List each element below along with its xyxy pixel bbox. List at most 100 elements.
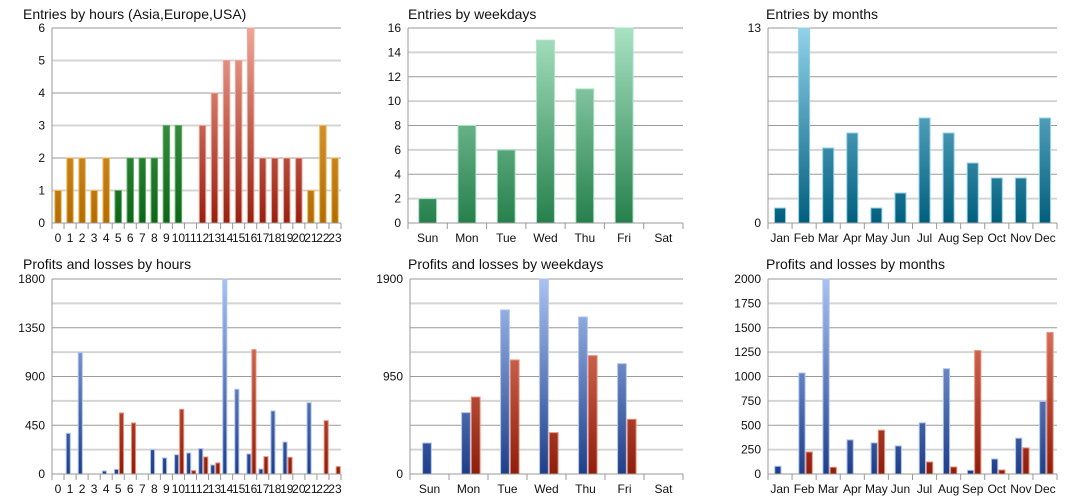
x-tick-label: 5 [115, 231, 122, 245]
loss-bar-Aug [950, 466, 958, 475]
bar-20 [295, 157, 303, 224]
y-tick-label: 6 [38, 21, 45, 35]
y-tick-label: 1500 [734, 321, 761, 335]
x-tick-label: 20 [292, 231, 306, 245]
x-tick-label: Jan [770, 231, 789, 245]
y-tick-label: 13 [748, 21, 762, 35]
x-tick-label: 11 [184, 482, 197, 496]
bar-21 [307, 190, 315, 224]
y-tick-label: 0 [38, 216, 45, 230]
x-tick-label: Sep [962, 482, 984, 496]
x-tick-label: 13 [208, 482, 222, 496]
loss-bar-May [877, 429, 886, 475]
bar-10 [174, 125, 183, 224]
y-tick-label: 2 [38, 151, 45, 165]
chart-title-entries-weekdays: Entries by weekdays [408, 6, 537, 22]
x-tick-label: 6 [127, 482, 134, 496]
profit-bar-Feb [798, 372, 806, 475]
bar-Mar [822, 147, 835, 224]
x-tick-label: Nov [1010, 231, 1031, 245]
x-tick-label: 9 [163, 482, 170, 496]
loss-bar-16 [251, 349, 257, 475]
bar-1 [66, 157, 74, 224]
y-tick-label: 1800 [18, 272, 45, 286]
x-tick-label: 12 [196, 231, 210, 245]
y-tick-label: 10 [388, 94, 402, 108]
y-tick-label: 1000 [734, 370, 761, 384]
x-tick-label: Fri [618, 482, 632, 496]
bar-9 [162, 125, 171, 224]
x-tick-label: Jun [891, 231, 910, 245]
x-tick-label: 2 [79, 482, 86, 496]
profit-bar-May [870, 442, 878, 475]
profit-bar-Fri [617, 363, 627, 475]
y-tick-label: 750 [741, 394, 761, 408]
bar-22 [319, 125, 327, 224]
bar-6 [126, 157, 135, 224]
profit-bar-12 [198, 448, 204, 475]
loss-bar-11 [191, 470, 197, 475]
chart-2: 0 13 Jan Feb Mar Apr May Jun Jul Aug Sep Oct Nov Dec [748, 21, 1058, 245]
bar-17 [258, 157, 267, 224]
chart-title-entries-hours: Entries by hours (Asia,Europe,USA) [23, 6, 247, 22]
y-tick-label: 500 [741, 418, 761, 432]
x-tick-label: 10 [172, 482, 186, 496]
profit-bar-Oct [991, 458, 999, 475]
y-tick-label: 0 [754, 216, 761, 230]
y-tick-label: 250 [741, 443, 761, 457]
x-tick-label: 9 [163, 231, 170, 245]
chart-title-profits-weekdays: Profits and losses by weekdays [408, 256, 604, 272]
x-tick-label: 0 [55, 482, 62, 496]
loss-bar-22 [323, 420, 329, 475]
bar-19 [283, 157, 291, 224]
profit-bar-16 [246, 453, 252, 475]
y-tick-label: 6 [394, 143, 401, 157]
x-tick-label: Sat [654, 231, 673, 245]
loss-bar-Nov [1022, 447, 1030, 475]
loss-bar-17 [263, 456, 269, 475]
y-tick-label: 8 [394, 119, 401, 133]
x-tick-label: 7 [139, 482, 146, 496]
loss-bar-19 [287, 456, 293, 475]
x-tick-label: 2 [79, 231, 86, 245]
bar-Thu [575, 88, 595, 224]
x-tick-label: 23 [328, 482, 342, 496]
bar-Tue [496, 149, 516, 224]
bar-2 [78, 157, 86, 224]
bar-Oct [990, 177, 1003, 224]
loss-bar-Mon [470, 396, 481, 475]
x-tick-label: Mar [818, 231, 839, 245]
x-tick-label: 17 [256, 231, 270, 245]
x-tick-label: 19 [280, 482, 294, 496]
profit-bar-17 [258, 468, 264, 475]
y-tick-label: 16 [388, 21, 402, 35]
loss-bar-13 [215, 462, 221, 475]
chart-5: 0 250 500 750 1000 1250 1500 1750 2000 Jan Feb Mar A… [734, 272, 1058, 496]
loss-bar-Dec [1046, 332, 1054, 475]
x-tick-label: 15 [232, 231, 246, 245]
x-tick-label: 3 [91, 231, 98, 245]
bar-Aug [942, 132, 955, 224]
profit-bar-Tue [500, 309, 510, 475]
bar-Jan [774, 207, 787, 224]
x-tick-label: May [865, 231, 888, 245]
y-tick-label: 0 [394, 216, 401, 230]
x-tick-label: 19 [280, 231, 294, 245]
bar-23 [331, 157, 339, 224]
profit-bar-8 [150, 449, 156, 475]
y-tick-label: 450 [25, 418, 45, 432]
profit-bar-Aug [942, 368, 951, 475]
chart-title-profits-months: Profits and losses by months [766, 256, 945, 272]
y-tick-label: 4 [38, 86, 45, 100]
profit-bar-Mon [461, 412, 471, 475]
x-tick-label: Mon [455, 231, 478, 245]
profit-bar-18 [270, 410, 276, 475]
x-tick-label: Tue [496, 231, 517, 245]
x-tick-label: 12 [196, 482, 210, 496]
x-tick-label: Jul [917, 482, 932, 496]
chart-title-entries-months: Entries by months [766, 6, 879, 22]
profit-bar-9 [162, 457, 168, 475]
x-tick-label: Jul [917, 231, 932, 245]
loss-bar-Thu [587, 355, 598, 475]
